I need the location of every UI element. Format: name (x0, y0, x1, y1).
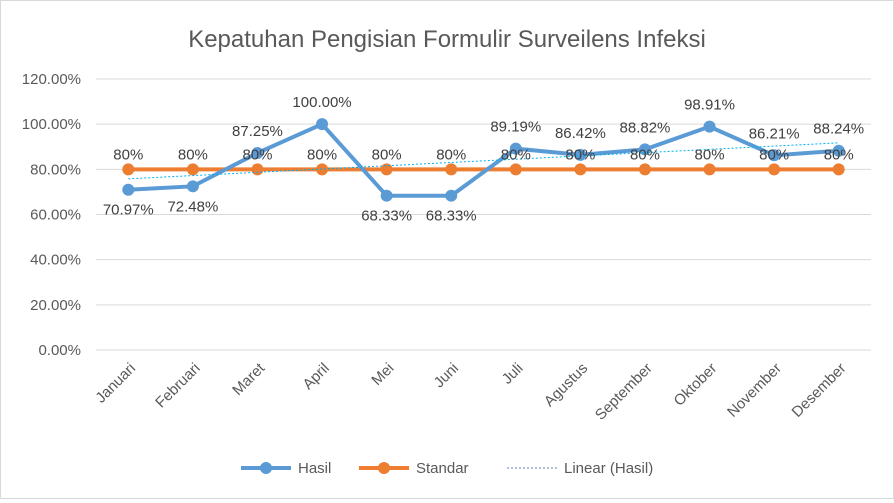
y-tick-label: 0.00% (38, 342, 81, 359)
data-label-standar: 80% (759, 146, 789, 163)
data-label-hasil: 72.48% (167, 198, 218, 215)
x-tick-label: Maret (229, 359, 269, 399)
data-point-hasil (251, 146, 264, 159)
x-tick-label: Juni (431, 360, 462, 391)
data-point-hasil (703, 120, 716, 133)
data-point-hasil (380, 189, 393, 202)
data-label-standar: 80% (307, 146, 337, 163)
x-tick-label: Desember (789, 360, 850, 421)
x-tick-label: Agustus (541, 360, 591, 410)
data-point-hasil (316, 118, 329, 131)
y-tick-label: 120.00% (22, 71, 81, 88)
data-point-hasil (832, 144, 845, 157)
data-point-standar (122, 163, 135, 176)
series-line-hasil (128, 121, 839, 198)
data-label-hasil: 86.42% (555, 125, 606, 142)
data-label-hasil: 89.19% (490, 119, 541, 136)
data-label-hasil: 88.82% (620, 119, 671, 136)
data-point-hasil (186, 180, 199, 193)
data-label-standar: 80% (113, 146, 143, 163)
data-point-standar (509, 163, 522, 176)
y-tick-label: 40.00% (30, 252, 81, 269)
data-label-hasil: 86.21% (749, 125, 800, 142)
x-tick-label: Juli (499, 360, 527, 388)
x-tick-label: November (724, 360, 785, 421)
data-point-standar (574, 163, 587, 176)
data-point-hasil (768, 149, 781, 162)
x-tick-label: Februari (152, 360, 204, 412)
data-point-standar (251, 163, 264, 176)
x-tick-label: April (300, 360, 333, 393)
data-label-hasil: 87.25% (232, 123, 283, 140)
data-label-standar: 80% (501, 146, 531, 163)
legend-label: Linear (Hasil) (564, 460, 653, 477)
data-label-hasil: 68.33% (361, 208, 412, 225)
x-tick-label: Mei (368, 360, 397, 389)
data-label-hasil: 70.97% (103, 202, 154, 219)
data-label-hasil: 100.00% (292, 94, 351, 111)
data-point-standar (768, 163, 781, 176)
data-label-standar: 80% (242, 146, 272, 163)
data-label-hasil: 68.33% (426, 208, 477, 225)
data-point-standar (703, 163, 716, 176)
data-point-standar (445, 163, 458, 176)
y-tick-label: 80.00% (30, 161, 81, 178)
y-tick-label: 60.00% (30, 207, 81, 224)
data-point-standar (186, 163, 199, 176)
data-point-standar (638, 163, 651, 176)
data-point-hasil (122, 183, 135, 196)
legend-label: Standar (416, 460, 469, 477)
legend-label: Hasil (298, 460, 331, 477)
legend-marker (260, 462, 272, 474)
x-tick-label: Oktober (671, 360, 721, 410)
data-point-hasil (574, 148, 587, 161)
data-point-hasil (445, 189, 458, 202)
data-label-standar: 80% (565, 146, 595, 163)
data-label-hasil: 88.24% (813, 121, 864, 138)
data-point-hasil (509, 142, 522, 155)
data-label-hasil: 98.91% (684, 97, 735, 114)
x-tick-label: September (592, 360, 656, 424)
data-point-standar (380, 163, 393, 176)
data-label-standar: 80% (824, 146, 854, 163)
data-label-standar: 80% (372, 146, 402, 163)
legend-marker (378, 462, 390, 474)
data-point-standar (832, 163, 845, 176)
x-tick-label: Januari (92, 360, 139, 407)
y-tick-label: 20.00% (30, 297, 81, 314)
data-label-standar: 80% (178, 146, 208, 163)
trendline (128, 142, 839, 180)
data-label-standar: 80% (436, 146, 466, 163)
chart-title: Kepatuhan Pengisian Formulir Surveilens … (188, 26, 706, 53)
data-label-standar: 80% (630, 146, 660, 163)
data-label-standar: 80% (695, 146, 725, 163)
y-tick-label: 100.00% (22, 116, 81, 133)
